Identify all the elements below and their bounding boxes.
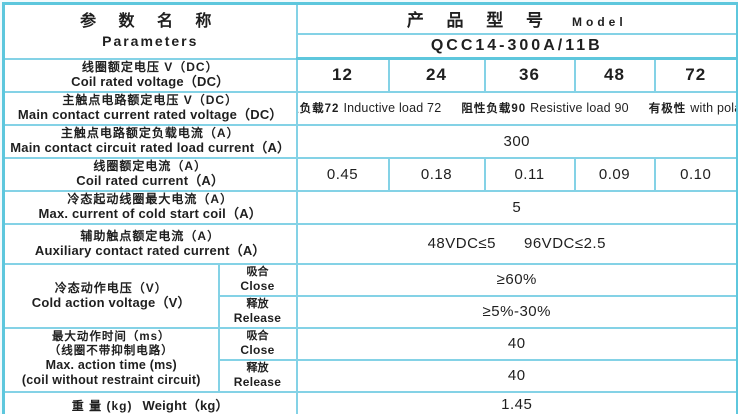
label-en: Coil rated current（A） [76, 173, 225, 189]
max-action-close-value: 40 [295, 326, 738, 361]
sub-en: Close [240, 342, 275, 357]
coil-voltage-24: 24 [387, 57, 486, 93]
aux-contact-current-value: 48VDC≤5 96VDC≤2.5 [295, 222, 738, 265]
coil-voltage-12: 12 [295, 57, 390, 93]
sub-en: Release [233, 310, 282, 325]
coil-current-2: 0.18 [387, 156, 486, 192]
segment-polarity: 有极性 with polarity [648, 100, 736, 116]
max-action-release-value: 40 [295, 358, 738, 393]
label-coil-rated-voltage: 线圈额定电压 V（DC） Coil rated voltage（DC） [2, 57, 298, 93]
coil-current-3: 0.11 [483, 156, 576, 192]
label-zh: 线圈额定电流（A） [93, 159, 208, 174]
label-coil-rated-current: 线圈额定电流（A） Coil rated current（A） [2, 156, 298, 192]
sub-label-release: 释放 Release [217, 358, 298, 393]
label-en: Coil rated voltage（DC） [71, 74, 230, 90]
sub-label-close: 吸合 Close [217, 326, 298, 361]
label-zh: 冷态动作电压（V） [54, 280, 168, 295]
coil-current-4: 0.09 [573, 156, 656, 192]
segment-resistive: 阻性负载90 Resistive load 90 [461, 100, 628, 116]
segment-en: Resistive load 90 [530, 101, 629, 115]
sub-en: Close [240, 278, 275, 293]
label-max-action-time: 最大动作时间（ms） （线圈不带抑制电路） Max. action time (… [2, 326, 220, 393]
cold-action-close-value: ≥60% [295, 262, 738, 297]
label-en: Main contact circuit rated load current（… [10, 140, 291, 156]
label-zh: 线圈额定电压 V（DC） [81, 60, 219, 75]
weight-value: 1.45 [295, 390, 738, 414]
label-zh: 辅助触点额定电流（A） [80, 228, 221, 243]
coil-voltage-36: 36 [483, 57, 576, 93]
sub-zh: 释放 [246, 297, 269, 310]
segment-zh: 阻性负载90 [461, 103, 527, 115]
sub-zh: 吸合 [246, 265, 269, 278]
label-aux-contact-rated-current: 辅助触点额定电流（A） Auxiliary contact rated curr… [2, 222, 298, 265]
sub-zh: 释放 [246, 361, 269, 374]
aux-value-48vdc: 48VDC≤5 [427, 235, 496, 252]
label-zh: 重 量 (kg) [71, 399, 133, 414]
label-en2: (coil without restraint circuit) [21, 373, 201, 388]
coil-voltage-48: 48 [573, 57, 656, 93]
label-zh: 最大动作时间（ms） [51, 331, 171, 344]
label-cold-action-voltage: 冷态动作电压（V） Cold action voltage（V） [2, 262, 220, 329]
label-rated-load-current: 主触点电路额定负载电流（A） Main contact circuit rate… [2, 123, 298, 159]
label-zh: 冷态起动线圈最大电流（A） [67, 192, 234, 207]
segment-zh: 有极性 [648, 103, 687, 115]
parameters-header-cell: 参 数 名 称 Parameters [2, 2, 298, 60]
sub-label-close: 吸合 Close [217, 262, 298, 297]
parameters-header-en: Parameters [102, 33, 199, 50]
label-en: Weight（kg） [142, 398, 229, 414]
label-en: Auxiliary contact rated current（A） [34, 242, 266, 258]
coil-voltage-72: 72 [653, 57, 738, 93]
model-header-en: Model [572, 15, 627, 30]
cold-action-release-value: ≥5%-30% [295, 294, 738, 329]
label-en: Cold action voltage（V） [31, 294, 191, 310]
coil-current-5: 0.10 [653, 156, 738, 192]
sub-en: Release [233, 374, 282, 389]
segment-en: with polarity [690, 101, 735, 115]
main-contact-voltage-value: 感性负载72 Inductive load 72 阻性负载90 Resistiv… [295, 90, 738, 126]
segment-zh: 感性负载72 [299, 103, 340, 115]
cold-start-max-current-value: 5 [295, 189, 738, 225]
parameters-header-zh: 参 数 名 称 [80, 12, 221, 30]
label-en: Max. current of cold start coil（A） [38, 206, 262, 222]
label-main-contact-rated-voltage: 主触点电路额定电压 V（DC） Main contact current rat… [2, 90, 298, 126]
sub-zh: 吸合 [246, 329, 269, 342]
sub-label-release: 释放 Release [217, 294, 298, 329]
label-weight: 重 量 (kg) Weight（kg） [2, 390, 298, 414]
aux-value-96vdc: 96VDC≤2.5 [524, 235, 606, 252]
label-zh: 主触点电路额定负载电流（A） [60, 126, 240, 141]
rated-load-current-value: 300 [295, 123, 738, 159]
label-en: Main contact current rated voltage（DC） [17, 107, 283, 123]
label-cold-start-max-current: 冷态起动线圈最大电流（A） Max. current of cold start… [2, 189, 298, 225]
coil-current-1: 0.45 [295, 156, 390, 192]
segment-en: Inductive load 72 [343, 101, 442, 115]
label-en: Max. action time (ms) [45, 358, 177, 373]
label-zh: 主触点电路额定电压 V（DC） [62, 93, 239, 108]
model-header-cell: 产 品 型 号 Model [295, 2, 738, 35]
model-number-cell: QCC14-300A/11B [295, 32, 738, 60]
label-zh2: （线圈不带抑制电路） [48, 344, 174, 357]
segment-inductive: 感性负载72 Inductive load 72 [299, 100, 442, 116]
model-header-zh: 产 品 型 号 [406, 11, 552, 31]
